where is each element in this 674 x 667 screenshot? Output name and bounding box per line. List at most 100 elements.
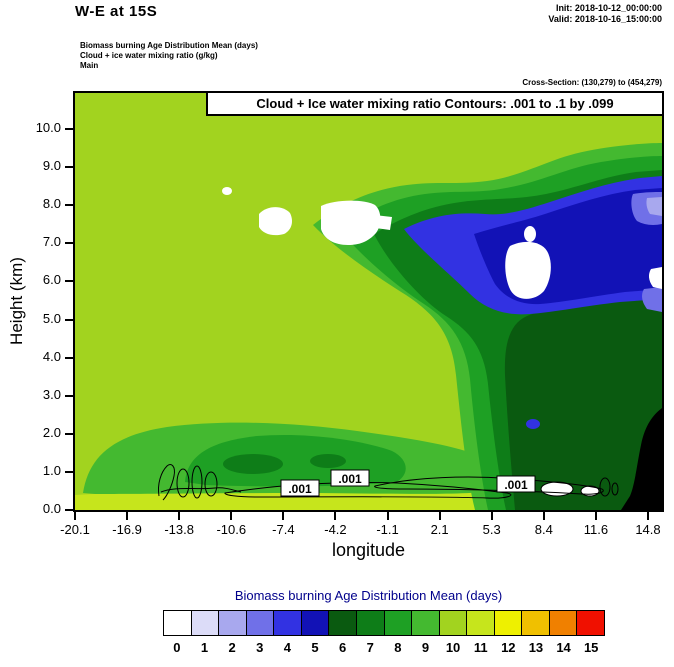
colorbar-cell	[439, 611, 468, 635]
colorbar-cell	[412, 611, 440, 635]
field-line-2: Cloud + ice water mixing ratio (g/kg)	[80, 51, 218, 60]
colorbar-cell	[522, 611, 550, 635]
colorbar-title: Biomass burning Age Distribution Mean (d…	[234, 588, 503, 603]
y-tick-label: 1.0	[42, 462, 61, 478]
fill-age0-blob	[222, 187, 232, 195]
colorbar	[163, 610, 605, 636]
colorbar-cell	[577, 611, 604, 635]
page-title: W-E at 15S	[75, 3, 158, 20]
y-tick-mark	[65, 128, 73, 130]
colorbar-tick-label: 5	[311, 640, 319, 655]
x-tick-label: -13.8	[164, 522, 194, 537]
contour-label: .001	[504, 478, 528, 492]
fill-age0-blob	[374, 215, 392, 230]
x-tick-label: 11.6	[583, 522, 609, 537]
y-tick-label: 0.0	[42, 501, 61, 516]
x-tick-label: 8.4	[534, 522, 553, 537]
colorbar-tick-label: 10	[445, 640, 461, 655]
y-tick-mark	[65, 432, 73, 435]
colorbar-tick-label: 13	[528, 640, 544, 655]
y-tick-label: 2.0	[42, 424, 61, 440]
colorbar-cell	[329, 611, 357, 635]
x-tick-label: -1.1	[376, 522, 399, 537]
x-tick-mark	[282, 512, 285, 520]
x-tick-mark	[490, 512, 493, 520]
y-tick-mark	[65, 166, 73, 169]
x-tick-mark	[334, 512, 337, 520]
x-tick-label: 14.8	[635, 522, 661, 537]
y-tick-label: 5.0	[42, 310, 61, 326]
init-time: Init: 2018-10-12_00:00:00	[555, 3, 662, 13]
y-tick-mark	[65, 509, 73, 511]
colorbar-tick-label: 15	[583, 640, 599, 655]
colorbar-cell	[274, 611, 302, 635]
colorbar-cell	[384, 611, 413, 635]
x-tick-mark	[74, 512, 76, 520]
x-tick-label: -10.6	[216, 522, 247, 537]
y-tick-label: 8.0	[42, 196, 61, 212]
y-tick-mark	[65, 356, 73, 359]
colorbar-cell	[467, 611, 495, 635]
x-tick-label: -7.4	[272, 522, 295, 537]
y-tick-mark	[65, 318, 73, 321]
x-tick-mark	[438, 512, 441, 520]
cross-section-label: Cross-Section: (130,279) to (454,279)	[522, 78, 662, 87]
colorbar-tick-label: 9	[421, 640, 430, 655]
y-tick-label: 6.0	[42, 272, 61, 288]
valid-time: Valid: 2018-10-16_15:00:00	[548, 14, 662, 24]
colorbar-cell	[191, 611, 220, 635]
contour-label-box	[496, 475, 536, 493]
colorbar-cell	[246, 611, 275, 635]
y-tick-label: 7.0	[42, 234, 61, 250]
y-tick-mark	[65, 280, 73, 283]
y-tick-mark	[65, 204, 73, 207]
y-tick-label: 9.0	[42, 158, 61, 174]
x-tick-mark	[542, 512, 545, 520]
x-tick-label: 2.1	[430, 522, 449, 537]
x-tick-mark	[646, 512, 649, 520]
colorbar-tick-label: 12	[501, 640, 516, 655]
fill-age0-blob	[321, 200, 381, 245]
filled-contour-field: .001 .001 .001	[75, 93, 662, 510]
fill-age0-blob	[505, 241, 551, 299]
contour-info-banner: Cloud + Ice water mixing ratio Contours:…	[206, 91, 664, 116]
y-tick-mark	[65, 470, 73, 473]
colorbar-cell	[301, 611, 330, 635]
terrain-mask	[621, 408, 662, 510]
y-tick-mark	[65, 394, 73, 397]
fill-age4-pocket	[526, 419, 540, 429]
fill-age3-patch	[642, 287, 662, 312]
field-line-1: Biomass burning Age Distribution Mean (d…	[80, 41, 258, 50]
colorbar-tick-label: 14	[556, 640, 571, 655]
colorbar-cell	[164, 611, 192, 635]
contour-label: .001	[338, 472, 362, 486]
y-axis-title: Height (km)	[7, 256, 26, 345]
fill-age7-pocket	[310, 454, 346, 468]
fill-age0-blob	[524, 226, 536, 242]
cross-section-plot: .001 .001 .001 Cloud + Ice water mixing …	[7, 91, 664, 560]
colorbar-tick-label: 7	[366, 640, 374, 655]
contour-label-box	[330, 469, 370, 487]
colorbar-tick-label: 4	[283, 640, 291, 655]
colorbar-tick-label: 11	[473, 640, 488, 655]
colorbar-labels: 0 1 2 3 4 5 6 7 8 9 10 11 12 13 14 15	[163, 640, 605, 655]
init-valid-block: Init: 2018-10-12_00:00:00 Valid: 2018-10…	[548, 3, 662, 25]
fill-age0-blob	[259, 207, 292, 236]
y-tick-label: 4.0	[42, 348, 61, 364]
colorbar-cell	[356, 611, 385, 635]
colorbar-tick-label: 3	[256, 640, 264, 655]
x-axis-title: longitude	[331, 540, 406, 560]
x-tick-label: -20.1	[60, 522, 90, 537]
colorbar-tick-label: 0	[173, 640, 181, 655]
y-tick-label: 3.0	[42, 386, 61, 402]
contour-label: .001	[288, 482, 312, 496]
x-tick-label: 5.3	[482, 522, 501, 537]
colorbar-cell	[219, 611, 247, 635]
colorbar-tick-label: 2	[228, 640, 236, 655]
colorbar-cell	[494, 611, 523, 635]
fill-age2-patch	[646, 197, 662, 216]
contour-label-box	[280, 479, 320, 497]
fill-age6-column	[504, 297, 662, 510]
x-tick-mark	[178, 512, 181, 520]
x-tick-mark	[230, 512, 233, 520]
